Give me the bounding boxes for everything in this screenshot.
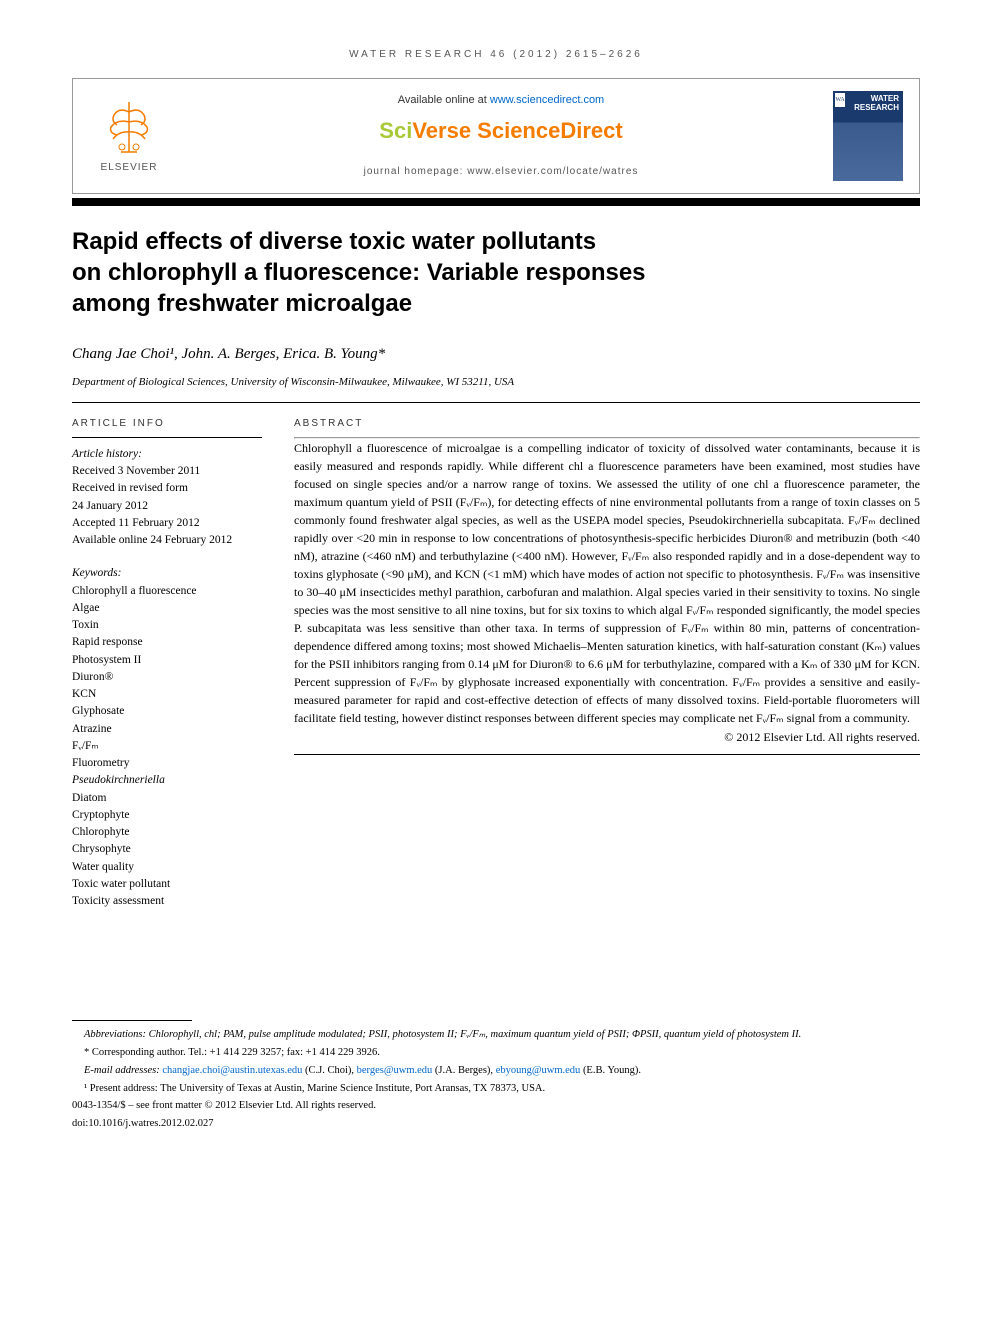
keywords-label: Keywords: — [72, 565, 262, 582]
keywords-block: Keywords: Chlorophyll a fluorescence Alg… — [72, 565, 262, 910]
keyword-item: Diuron® — [72, 669, 262, 686]
elsevier-label: ELSEVIER — [101, 161, 158, 175]
email-name-1: (C.J. Choi), — [302, 1065, 356, 1076]
email-name-2: (J.A. Berges), — [432, 1065, 495, 1076]
sciverse-sciencedirect: ScienceDirect — [477, 118, 623, 143]
keyword-item: Chlorophyll a fluorescence — [72, 583, 262, 600]
homepage-text: journal homepage: www.elsevier.com/locat… — [169, 165, 833, 179]
history-revised-1: Received in revised form — [72, 480, 262, 497]
abstract-bottom-divider — [294, 754, 920, 755]
keyword-item: Water quality — [72, 859, 262, 876]
email-link-2[interactable]: berges@uwm.edu — [357, 1065, 433, 1076]
keyword-item: Cryptophyte — [72, 807, 262, 824]
article-info-heading: ARTICLE INFO — [72, 417, 262, 431]
footer-divider — [72, 1020, 192, 1021]
article-title: Rapid effects of diverse toxic water pol… — [72, 226, 920, 320]
copyright-text: © 2012 Elsevier Ltd. All rights reserved… — [294, 729, 920, 746]
title-line-1: Rapid effects of diverse toxic water pol… — [72, 228, 596, 255]
abbreviations: Abbreviations: Chlorophyll, chl; PAM, pu… — [72, 1027, 920, 1043]
article-info-column: ARTICLE INFO Article history: Received 3… — [72, 417, 262, 911]
email-prefix: E-mail addresses: — [84, 1065, 162, 1076]
sciverse-sci: Sci — [379, 118, 412, 143]
email-addresses: E-mail addresses: changjae.choi@austin.u… — [72, 1063, 920, 1079]
abstract-column: ABSTRACT Chlorophyll a fluorescence of m… — [294, 417, 920, 911]
keyword-item: Rapid response — [72, 634, 262, 651]
sciverse-verse: Verse — [412, 118, 477, 143]
history-revised-2: 24 January 2012 — [72, 498, 262, 515]
corresponding-author: * Corresponding author. Tel.: +1 414 229… — [72, 1045, 920, 1061]
title-line-2: on chlorophyll a fluorescence: Variable … — [72, 259, 646, 286]
affiliation: Department of Biological Sciences, Unive… — [72, 375, 920, 390]
doi-line: doi:10.1016/j.watres.2012.02.027 — [72, 1116, 920, 1132]
keyword-item: Pseudokirchneriella — [72, 772, 262, 789]
keyword-item: Toxic water pollutant — [72, 876, 262, 893]
header-center: Available online at www.sciencedirect.co… — [169, 93, 833, 179]
history-accepted: Accepted 11 February 2012 — [72, 515, 262, 532]
homepage-url[interactable]: www.elsevier.com/locate/watres — [467, 166, 638, 177]
available-online-text: Available online at www.sciencedirect.co… — [169, 93, 833, 108]
keyword-item: Glyphosate — [72, 703, 262, 720]
keyword-item: Atrazine — [72, 721, 262, 738]
sciencedirect-link[interactable]: www.sciencedirect.com — [490, 94, 604, 106]
authors-list: Chang Jae Choi¹, John. A. Berges, Erica.… — [72, 344, 920, 365]
journal-reference: WATER RESEARCH 46 (2012) 2615–2626 — [72, 48, 920, 62]
keyword-item: Fᵥ/Fₘ — [72, 738, 262, 755]
email-name-3: (E.B. Young). — [580, 1065, 641, 1076]
journal-cover-thumbnail: WA WATER RESEARCH — [833, 91, 903, 181]
publisher-header: ELSEVIER Available online at www.science… — [72, 78, 920, 194]
header-separator-bar — [72, 198, 920, 206]
keyword-item: Toxicity assessment — [72, 893, 262, 910]
article-body-columns: ARTICLE INFO Article history: Received 3… — [72, 417, 920, 911]
keyword-item: KCN — [72, 686, 262, 703]
homepage-prefix: journal homepage: — [364, 166, 468, 177]
keyword-item: Chlorophyte — [72, 824, 262, 841]
elsevier-logo: ELSEVIER — [89, 91, 169, 181]
keyword-item: Diatom — [72, 790, 262, 807]
title-line-3: among freshwater microalgae — [72, 290, 412, 317]
abstract-heading: ABSTRACT — [294, 417, 920, 431]
email-link-3[interactable]: ebyoung@uwm.edu — [496, 1065, 581, 1076]
footer: Abbreviations: Chlorophyll, chl; PAM, pu… — [72, 1020, 920, 1132]
elsevier-tree-icon — [99, 97, 159, 157]
keyword-item: Chrysophyte — [72, 841, 262, 858]
history-online: Available online 24 February 2012 — [72, 532, 262, 549]
available-prefix: Available online at — [398, 94, 490, 106]
keyword-item: Toxin — [72, 617, 262, 634]
email-link-1[interactable]: changjae.choi@austin.utexas.edu — [162, 1065, 302, 1076]
keyword-item: Algae — [72, 600, 262, 617]
journal-cover-title: WATER RESEARCH — [854, 95, 899, 113]
article-info-divider — [72, 437, 262, 438]
issn-line: 0043-1354/$ – see front matter © 2012 El… — [72, 1098, 920, 1114]
abstract-text: Chlorophyll a fluorescence of microalgae… — [294, 439, 920, 727]
article-history-label: Article history: — [72, 446, 262, 463]
present-address: ¹ Present address: The University of Tex… — [72, 1081, 920, 1097]
sciverse-logo: SciVerse ScienceDirect — [169, 116, 833, 147]
keyword-item: Photosystem II — [72, 652, 262, 669]
title-divider — [72, 402, 920, 403]
cover-title-2: RESEARCH — [854, 104, 899, 113]
keyword-item: Fluorometry — [72, 755, 262, 772]
journal-cover-tag: WA — [835, 93, 845, 107]
history-received: Received 3 November 2011 — [72, 463, 262, 480]
